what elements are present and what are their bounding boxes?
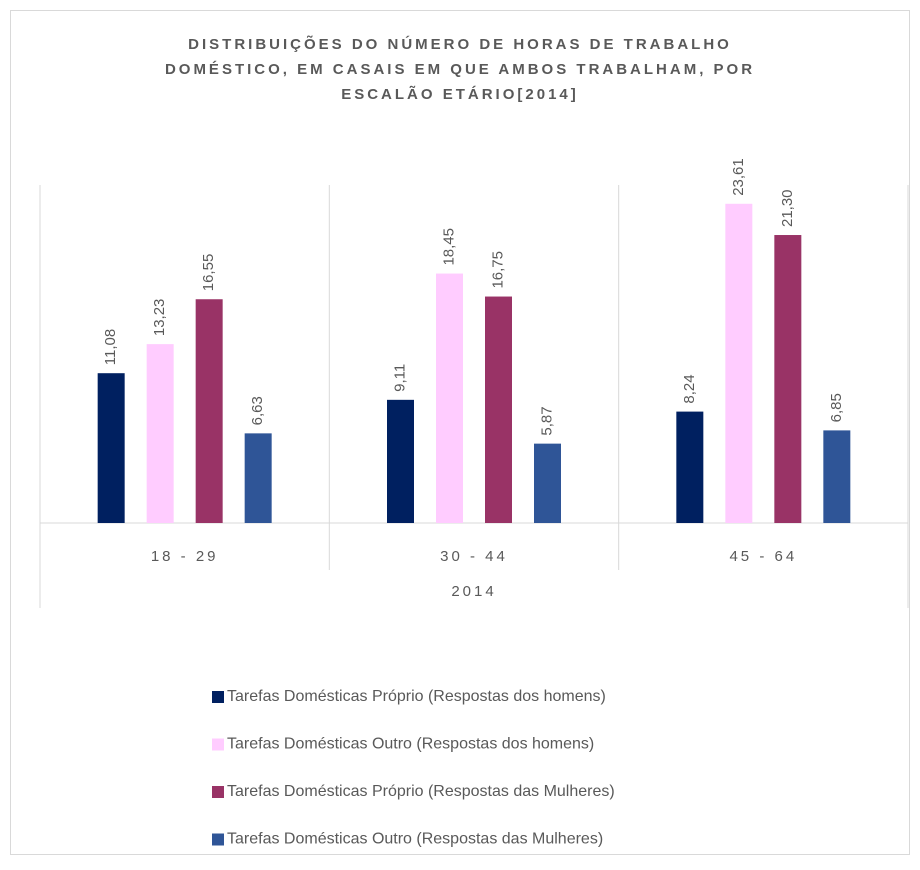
x-tick-label: 18 - 29 [151, 548, 219, 565]
bar [725, 203, 753, 524]
bar [534, 443, 561, 523]
bar [485, 296, 512, 523]
legend-label: Tarefas Domésticas Outro (Respostas dos … [227, 736, 594, 753]
chart-title: DOMÉSTICO, EM CASAIS EM QUE AMBOS TRABAL… [165, 61, 755, 78]
bar [823, 430, 851, 523]
data-label: 23,61 [730, 158, 747, 196]
data-label: 21,30 [779, 189, 796, 227]
data-label: 9,11 [391, 364, 408, 392]
data-label: 5,87 [538, 406, 555, 435]
bar [676, 411, 704, 523]
data-label: 13,23 [151, 299, 168, 337]
data-label: 16,55 [200, 254, 217, 292]
bar [436, 273, 463, 523]
legend-swatch [212, 738, 224, 751]
legend-swatch [212, 833, 224, 846]
legend-swatch [212, 786, 224, 798]
x-group-label: 2014 [451, 583, 496, 600]
bar [387, 399, 414, 523]
legend-label: Tarefas Domésticas Próprio (Respostas da… [227, 783, 615, 800]
x-tick-label: 30 - 44 [440, 548, 508, 565]
data-label: 6,85 [828, 393, 845, 422]
bar [774, 235, 802, 524]
chart-title: ESCALÃO ETÁRIO[2014] [341, 85, 579, 103]
bar [146, 344, 174, 523]
data-label: 6,63 [249, 396, 266, 425]
legend-swatch [212, 691, 224, 703]
legend-label: Tarefas Domésticas Outro (Respostas das … [227, 831, 603, 848]
bar [195, 299, 223, 523]
data-label: 8,24 [681, 374, 698, 403]
chart-title: DISTRIBUIÇÕES DO NÚMERO DE HORAS DE TRAB… [188, 35, 732, 53]
data-label: 11,08 [102, 329, 119, 365]
bar [97, 373, 125, 523]
legend-label: Tarefas Domésticas Próprio (Respostas do… [227, 688, 606, 705]
x-tick-label: 45 - 64 [729, 548, 797, 565]
data-label: 16,75 [489, 251, 506, 289]
bar [244, 433, 272, 523]
data-label: 18,45 [440, 228, 457, 266]
